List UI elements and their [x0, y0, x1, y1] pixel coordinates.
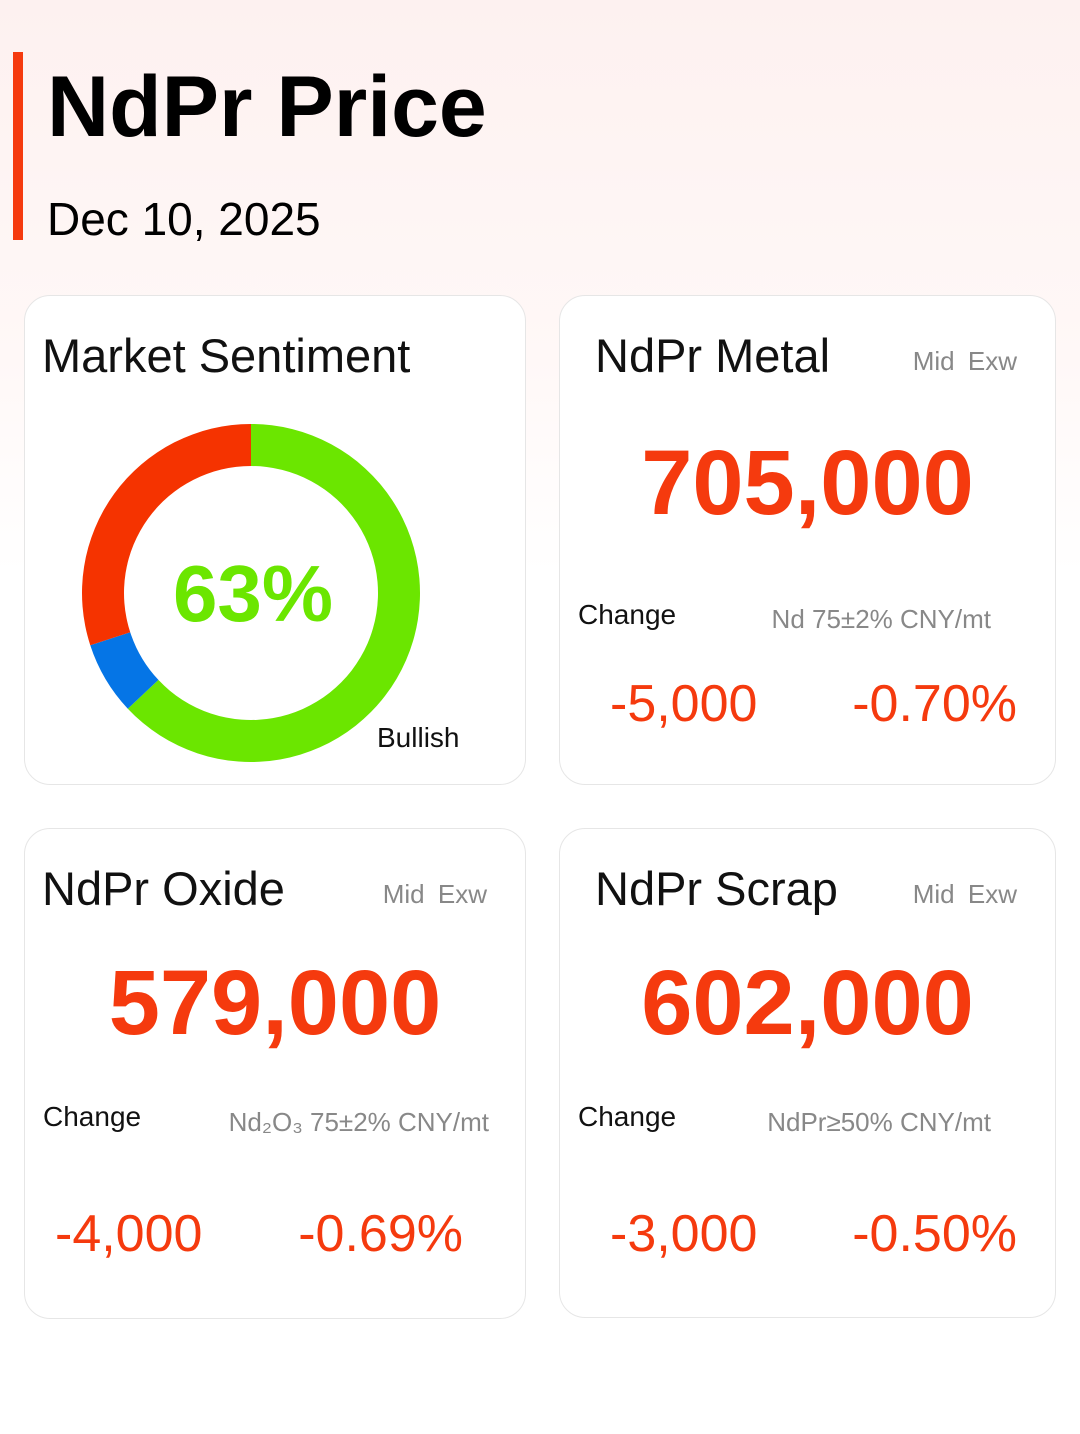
donut-slice-2 [81, 424, 251, 646]
date: Dec 10, 2025 [47, 193, 321, 245]
change-percent: -0.50% [852, 1205, 1017, 1263]
donut-slice-1 [90, 632, 159, 709]
price: 602,000 [641, 952, 974, 1054]
price-tag: Mid Exw [912, 879, 1017, 909]
card-title: NdPr Metal [595, 329, 831, 382]
sentiment-label: Bullish [377, 722, 460, 753]
price-tag: Mid Exw [912, 346, 1017, 376]
sentiment-donut [81, 424, 420, 762]
sentiment-percent: 63% [172, 549, 334, 638]
card-title: NdPr Oxide [42, 862, 285, 915]
price-tag: Mid Exw [382, 879, 487, 909]
price: 579,000 [108, 952, 442, 1054]
price: 705,000 [641, 432, 974, 534]
market-sentiment-card: Market Sentiment 63% Bullish [24, 295, 526, 785]
change-label: Change [578, 1101, 677, 1132]
accent-bar [13, 52, 23, 240]
change-percent: -0.69% [298, 1205, 463, 1263]
ndpr-scrap-card: NdPr Scrap Mid Exw 602,000 Change NdPr≥5… [559, 828, 1056, 1318]
card-title: NdPr Scrap [595, 862, 838, 915]
ndpr-metal-card: NdPr Metal Mid Exw 705,000 Change Nd 75±… [559, 295, 1056, 785]
card-title: Market Sentiment [42, 329, 411, 382]
spec: NdPr≥50% CNY/mt [767, 1107, 991, 1137]
spec: Nd₂O₃ 75±2% CNY/mt [228, 1107, 489, 1137]
change-value: -5,000 [610, 675, 758, 733]
change-label: Change [578, 599, 677, 630]
change-value: -3,000 [610, 1205, 758, 1263]
change-value: -4,000 [55, 1205, 203, 1263]
change-percent: -0.70% [852, 675, 1017, 733]
ndpr-oxide-card: NdPr Oxide Mid Exw 579,000 Change Nd₂O₃ … [24, 828, 526, 1319]
change-label: Change [43, 1101, 142, 1132]
donut-slice-0 [127, 424, 420, 762]
spec: Nd 75±2% CNY/mt [771, 604, 991, 634]
page-title: NdPr Price [47, 59, 487, 155]
